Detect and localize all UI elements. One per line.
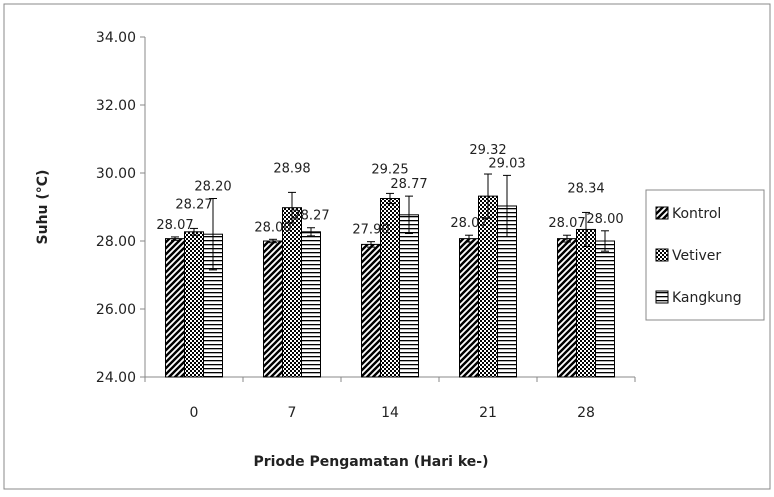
bar-kangkung	[301, 231, 321, 378]
legend-swatch-kangkung	[655, 290, 669, 304]
x-tick-label: 7	[288, 405, 297, 421]
legend-label-kangkung: Kangkung	[672, 290, 742, 306]
data-label: 29.03	[488, 156, 525, 171]
bars	[165, 173, 615, 378]
bar-kontrol	[263, 240, 283, 378]
x-tick-label: 14	[381, 405, 399, 421]
y-axis: 24.00 26.00 28.00 30.00 32.00 34.00	[96, 30, 146, 386]
y-axis-title: Suhu (°C)	[35, 170, 51, 245]
data-label: 28.07	[156, 218, 193, 233]
bar-kontrol	[361, 243, 381, 378]
bar-kontrol	[459, 238, 479, 378]
bar-kontrol	[165, 238, 185, 378]
x-axis-title: Priode Pengamatan (Hari ke-)	[254, 454, 489, 470]
data-label: 28.07	[548, 216, 585, 231]
y-tick-label: 32.00	[96, 98, 136, 114]
data-label: 28.27	[292, 209, 329, 224]
data-label: 28.00	[254, 220, 291, 235]
legend-label-kontrol: Kontrol	[672, 206, 721, 222]
bar-kangkung	[595, 240, 615, 378]
data-label: 28.07	[450, 216, 487, 231]
data-label: 28.20	[194, 180, 231, 195]
bar-vetiver	[184, 231, 204, 378]
legend-label-vetiver: Vetiver	[672, 248, 721, 264]
legend-swatch-vetiver	[655, 248, 669, 262]
data-label: 28.27	[175, 197, 212, 212]
data-label: 28.00	[586, 212, 623, 227]
data-label: 29.32	[469, 143, 506, 158]
data-label: 28.77	[390, 177, 427, 192]
data-label: 28.34	[567, 181, 604, 196]
data-label: 27.90	[352, 223, 389, 238]
legend: Kontrol Vetiver Kangkung	[645, 189, 765, 321]
y-tick-label: 30.00	[96, 166, 136, 182]
y-tick-label: 34.00	[96, 30, 136, 46]
y-tick-label: 28.00	[96, 234, 136, 250]
x-tick-label: 28	[577, 405, 595, 421]
data-label: 28.98	[273, 161, 310, 176]
bar-kangkung	[399, 214, 419, 378]
bar-kontrol	[557, 238, 577, 378]
x-tick-label: 21	[479, 405, 497, 421]
y-tick-label: 24.00	[96, 370, 136, 386]
legend-swatch-kontrol	[655, 206, 669, 220]
y-tick-label: 26.00	[96, 302, 136, 318]
x-tick-label: 0	[190, 405, 199, 421]
bar-vetiver	[576, 228, 596, 378]
data-label: 29.25	[371, 162, 408, 177]
